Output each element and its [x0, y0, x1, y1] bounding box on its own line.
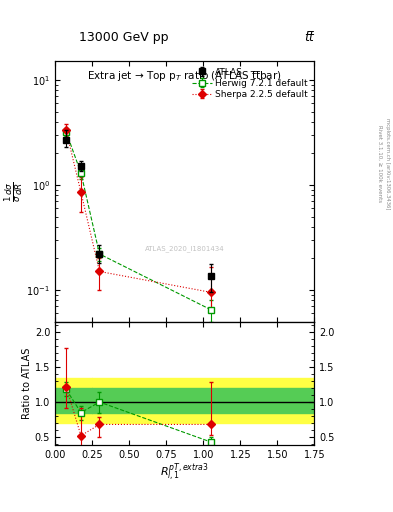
- Y-axis label: $\frac{1}{\sigma}\frac{d\sigma}{dR}$: $\frac{1}{\sigma}\frac{d\sigma}{dR}$: [3, 181, 25, 202]
- Legend: ATLAS, Herwig 7.2.1 default, Sherpa 2.2.5 default: ATLAS, Herwig 7.2.1 default, Sherpa 2.2.…: [190, 66, 310, 101]
- Text: Rivet 3.1.10, ≥ 100k events: Rivet 3.1.10, ≥ 100k events: [377, 125, 382, 202]
- X-axis label: $R_{l,1}^{pT,extra3}$: $R_{l,1}^{pT,extra3}$: [160, 462, 209, 484]
- Text: Extra jet → Top p$_T$ ratio (ATLAS t̅t̅bar): Extra jet → Top p$_T$ ratio (ATLAS t̅t̅b…: [88, 69, 282, 83]
- Y-axis label: Ratio to ATLAS: Ratio to ATLAS: [22, 348, 32, 419]
- Text: tt̅: tt̅: [305, 31, 314, 44]
- Text: ATLAS_2020_I1801434: ATLAS_2020_I1801434: [145, 245, 224, 252]
- Text: mcplots.cern.ch [arXiv:1306.3436]: mcplots.cern.ch [arXiv:1306.3436]: [385, 118, 389, 209]
- Text: 13000 GeV pp: 13000 GeV pp: [79, 31, 168, 44]
